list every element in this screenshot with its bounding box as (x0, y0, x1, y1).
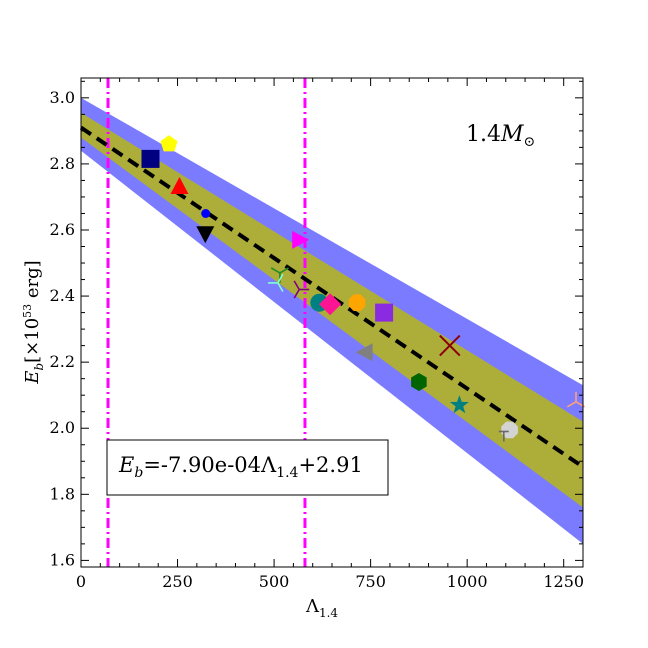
axis-ticks: 0 250 500 750 1000 1250 1.6 1.8 2.0 2.2 2.4 2.6 2.8 3… (50, 78, 584, 591)
y-tick-label: 3.0 (50, 88, 75, 107)
data-point-6 (292, 230, 310, 249)
x-tick-label: 500 (259, 572, 290, 591)
data-point-8 (267, 273, 284, 292)
data-point-11 (319, 293, 342, 316)
fit-equation: Eb=-7.90e-04Λ1.4+2.91 (118, 453, 363, 481)
marker-triangle-right (292, 230, 310, 249)
marker-tri-left-arm (277, 273, 284, 284)
fit-equation-box (106, 439, 389, 496)
fit-rhs-end: +2.91 (298, 453, 362, 477)
data-point-15 (439, 334, 461, 357)
fit-rhs-sub: 1.4 (276, 465, 298, 481)
data-point-18 (501, 421, 518, 439)
x-tick-label: 1250 (543, 572, 584, 591)
marker-triangle-left (355, 343, 373, 362)
y-axis-title-sub: b (32, 363, 46, 371)
marker-tri-up-arm (566, 401, 577, 408)
data-point-9 (293, 280, 310, 299)
data-point-12 (348, 294, 366, 312)
data-point-1 (160, 135, 178, 152)
marker-star (449, 395, 469, 414)
y-tick-label: 2.4 (50, 286, 75, 305)
fit-line (79, 125, 585, 469)
marker-diamond (319, 293, 342, 316)
y-axis-title-unit-end: erg] (22, 260, 43, 304)
x-axis-title: Λ1.4 (305, 596, 338, 620)
marker-circle-small (201, 209, 211, 218)
y-axis-title-unit: [×10 (22, 318, 43, 363)
y-tick-label: 2.2 (50, 352, 75, 371)
x-tick-label: 0 (76, 572, 86, 591)
x-tick-label: 750 (355, 572, 386, 591)
marker-hexagon (411, 373, 427, 391)
y-axis-title-base: E (22, 371, 43, 385)
y-tick-label: 2.6 (50, 220, 75, 239)
marker-tri-down-arm (279, 267, 289, 274)
y-axis-title: Eb[×1053 erg] (21, 260, 46, 384)
marker-octagon (501, 421, 518, 439)
marker-triangle-up (170, 177, 189, 194)
marker-square (141, 149, 160, 168)
marker-tri-down-arm (270, 267, 281, 274)
mass-subscript: ⊙ (524, 134, 536, 150)
mass-label: 1.4M⊙ (466, 122, 535, 150)
fit-lhs-sub: b (134, 465, 143, 481)
marker-x-b (439, 334, 461, 357)
fit-line-group (79, 125, 585, 469)
fit-lhs: E (118, 453, 134, 477)
y-axis-title-exp: 53 (21, 304, 34, 318)
fit-rhs: =-7.90e-04Λ (143, 453, 277, 477)
data-point-14 (355, 343, 373, 362)
data-point-19 (498, 430, 509, 442)
data-point-2 (141, 149, 160, 168)
y-tick-label: 2.0 (50, 418, 75, 437)
x-axis-title-base: Λ (305, 596, 320, 617)
y-tick-label: 2.8 (50, 154, 75, 173)
x-tick-label: 250 (162, 572, 193, 591)
y-tick-label: 1.8 (50, 484, 75, 503)
data-point-3 (170, 177, 189, 194)
marker-square (375, 303, 394, 322)
marker-tri-left-arm (277, 282, 284, 292)
marker-pentagon (160, 135, 178, 152)
data-point-13 (375, 303, 394, 322)
x-tick-label: 1000 (447, 572, 488, 591)
data-point-4 (201, 209, 211, 218)
data-point-5 (196, 226, 215, 244)
marker-octagon (348, 294, 366, 312)
marker-tri-right-arm (293, 289, 300, 299)
x-axis-title-sub: 1.4 (319, 606, 338, 620)
marker-triangle-down (196, 226, 215, 244)
data-point-16 (411, 373, 427, 391)
y-tick-label: 1.6 (50, 550, 75, 569)
data-point-17 (449, 395, 469, 414)
marker-tri-right-arm (293, 280, 300, 290)
mass-symbol: M (500, 122, 524, 147)
mass-value: 1.4 (466, 122, 501, 147)
